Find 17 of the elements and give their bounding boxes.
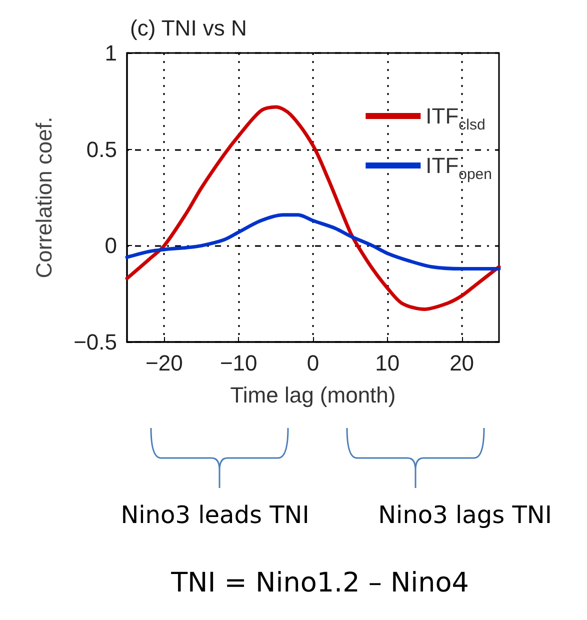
y-tick-label: 1 <box>104 40 117 66</box>
x-tick-label: 20 <box>450 350 474 376</box>
line-series <box>125 213 501 271</box>
text: TNI = Nino1.2 – Nino4 <box>170 568 469 598</box>
x-tick-label: −10 <box>220 350 258 376</box>
x-tick-label: 0 <box>306 350 320 376</box>
x-tick-label: 10 <box>375 350 400 376</box>
chart-title: (c) TNI vs N <box>130 16 247 40</box>
x-tick-label: −20 <box>146 350 183 376</box>
y-tick-label: 0 <box>104 233 117 258</box>
x-axis-title: Time lag (month) <box>230 382 396 408</box>
line-series <box>125 105 501 311</box>
y-tick-label: 0.5 <box>86 136 117 162</box>
y-tick-label: −0.5 <box>74 330 117 354</box>
text: Nino3 leads TNI <box>120 501 310 529</box>
y-axis-title: Correlation coef. <box>32 116 56 278</box>
text: Nino3 lags TNI <box>378 501 552 529</box>
